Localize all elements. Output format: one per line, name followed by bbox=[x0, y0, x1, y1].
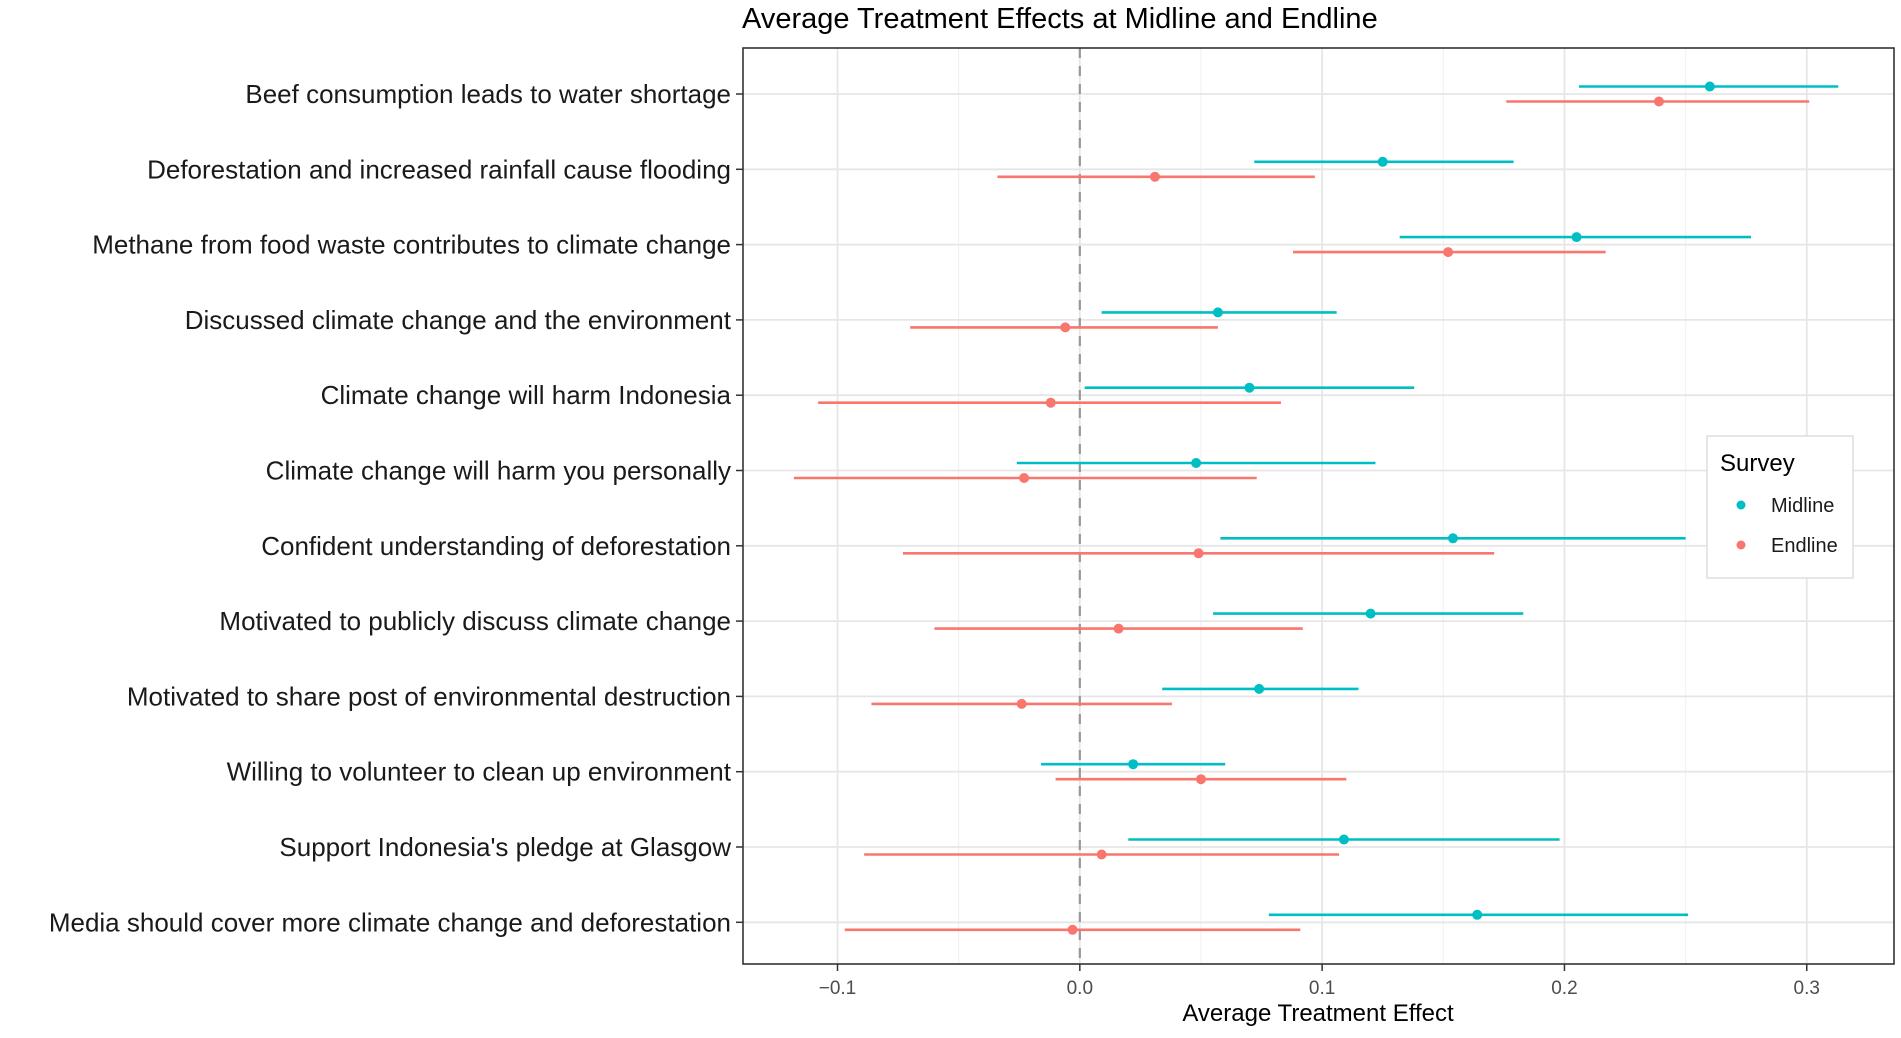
endline-point bbox=[1653, 96, 1664, 107]
midline-legend-label: Midline bbox=[1771, 495, 1834, 517]
endline-point bbox=[1060, 322, 1071, 333]
endline-point bbox=[1019, 473, 1030, 483]
plot-panel bbox=[743, 48, 1894, 964]
x-axis-title: Average Treatment Effect bbox=[1182, 1000, 1454, 1027]
midline-point bbox=[1704, 81, 1715, 92]
category-label: Confident understanding of deforestation bbox=[261, 531, 731, 561]
category-label: Beef consumption leads to water shortage bbox=[245, 79, 731, 109]
category-label: Willing to volunteer to clean up environ… bbox=[227, 757, 732, 787]
category-label: Methane from food waste contributes to c… bbox=[92, 230, 731, 260]
x-tick-label: 0.3 bbox=[1794, 978, 1820, 999]
endline-point bbox=[1016, 698, 1027, 709]
midline-point bbox=[1212, 307, 1223, 318]
midline-point bbox=[1472, 909, 1483, 920]
endline-point bbox=[1096, 849, 1107, 860]
category-label: Motivated to share post of environmental… bbox=[127, 681, 731, 711]
x-tick-label: 0.2 bbox=[1551, 978, 1577, 999]
marks-layer bbox=[793, 81, 1839, 935]
legend-box bbox=[1706, 435, 1854, 579]
endline-point bbox=[1149, 171, 1160, 182]
legend-items: Midline Endline bbox=[1736, 495, 1838, 557]
midline-point bbox=[1447, 533, 1458, 544]
midline-point bbox=[1377, 156, 1388, 167]
endline-point bbox=[1067, 924, 1078, 935]
grid-layer bbox=[743, 48, 1894, 964]
y-axis: Beef consumption leads to water shortage… bbox=[49, 79, 743, 937]
endline-point bbox=[1443, 247, 1454, 258]
chart-title: Average Treatment Effects at Midline and… bbox=[742, 3, 1378, 35]
midline-legend-key bbox=[1736, 500, 1746, 510]
legend-title: Survey bbox=[1720, 450, 1795, 477]
midline-point bbox=[1128, 759, 1139, 770]
category-label: Media should cover more climate change a… bbox=[49, 907, 731, 937]
x-axis: −0.1 0.0 0.1 0.2 0.3 bbox=[819, 964, 1820, 999]
category-label: Discussed climate change and the environ… bbox=[185, 305, 732, 335]
midline-point bbox=[1338, 834, 1349, 845]
x-tick-label: 0.1 bbox=[1309, 978, 1335, 999]
midline-point bbox=[1244, 382, 1255, 393]
endline-legend-label: Endline bbox=[1771, 535, 1838, 557]
midline-point bbox=[1365, 608, 1376, 619]
endline-legend-key bbox=[1736, 540, 1746, 550]
endline-point bbox=[1195, 774, 1206, 785]
plot-border bbox=[742, 47, 1895, 965]
category-label: Climate change will harm Indonesia bbox=[321, 380, 732, 410]
category-label: Motivated to publicly discuss climate ch… bbox=[219, 606, 731, 636]
category-label: Climate change will harm you personally bbox=[266, 456, 731, 486]
category-label: Support Indonesia's pledge at Glasgow bbox=[279, 832, 731, 862]
midline-point bbox=[1571, 232, 1582, 243]
endline-point bbox=[1193, 548, 1204, 559]
x-tick-label: 0.0 bbox=[1067, 978, 1093, 999]
midline-point bbox=[1191, 458, 1202, 468]
midline-point bbox=[1254, 683, 1265, 694]
category-label: Deforestation and increased rainfall cau… bbox=[147, 154, 731, 184]
legend: Survey Midline Endline bbox=[1706, 435, 1854, 579]
endline-point bbox=[1113, 623, 1124, 634]
endline-point bbox=[1045, 397, 1056, 408]
x-tick-label: −0.1 bbox=[819, 978, 857, 999]
